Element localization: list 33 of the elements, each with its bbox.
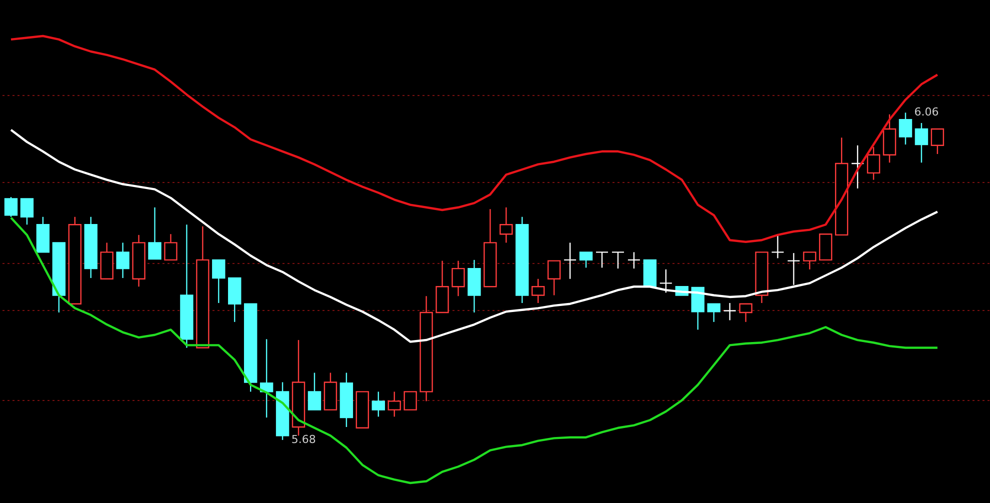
candlestick xyxy=(388,391,401,418)
candlestick xyxy=(547,260,561,296)
candlestick xyxy=(787,252,800,286)
candlestick xyxy=(627,252,641,270)
candlestick xyxy=(404,391,417,410)
candlestick xyxy=(212,259,226,304)
candlestick xyxy=(500,206,513,244)
candlestick xyxy=(866,146,880,180)
candlestick xyxy=(452,260,465,297)
candlestick xyxy=(579,252,593,268)
candlestick xyxy=(563,242,577,280)
candlestick xyxy=(116,242,130,279)
candlestick xyxy=(723,302,736,321)
candlestick xyxy=(659,268,672,294)
candlestick xyxy=(308,372,322,410)
candlestick xyxy=(930,128,944,155)
candlestick xyxy=(20,198,34,226)
candlestick xyxy=(739,303,752,323)
candlestick xyxy=(898,112,912,146)
candlestick xyxy=(4,196,18,218)
candlestick xyxy=(850,144,864,190)
candlestick xyxy=(164,233,178,261)
candlestick xyxy=(707,303,720,323)
candlestick xyxy=(611,252,625,270)
candlestick xyxy=(595,252,609,268)
candlestick xyxy=(372,391,385,418)
annotation: 6.06 xyxy=(914,106,939,119)
candlestick xyxy=(532,278,545,304)
candlestick xyxy=(771,234,784,259)
candlestick xyxy=(803,252,816,270)
candlestick xyxy=(914,122,928,164)
annotation: 5.68 xyxy=(291,432,316,446)
candlestick xyxy=(148,206,162,260)
